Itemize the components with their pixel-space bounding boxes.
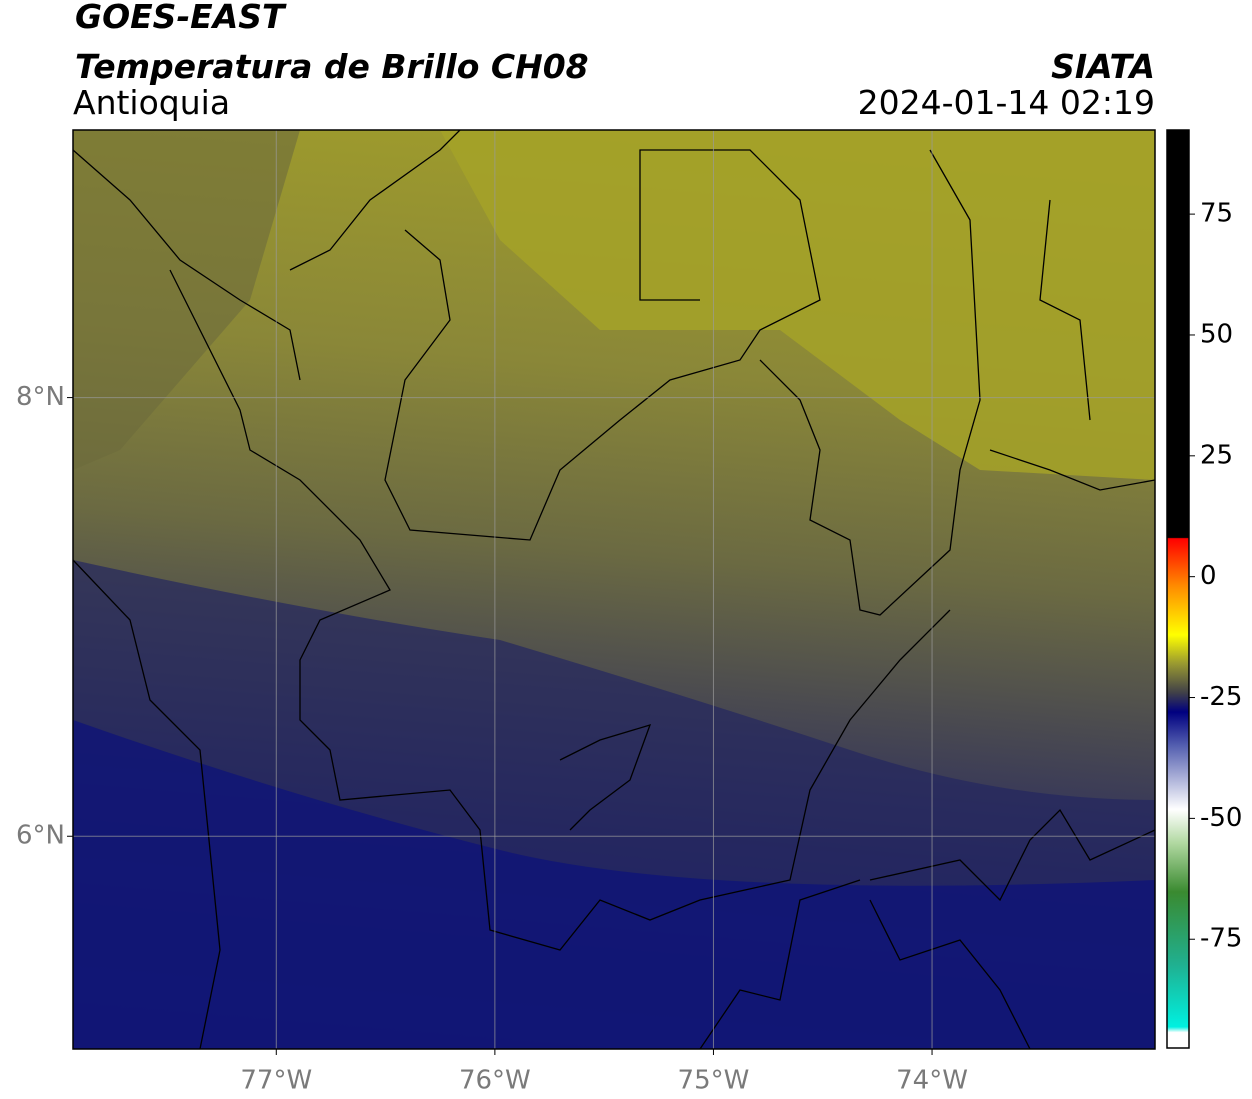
datetime: 2024-01-14 02:19: [858, 83, 1155, 122]
source: SIATA: [1051, 47, 1155, 86]
colorbar-tick-label: 50: [1200, 319, 1233, 349]
y-tick-label: 8°N: [16, 382, 65, 412]
colorbar-tick-label: -25: [1200, 682, 1242, 712]
colorbar-tick-label: -50: [1200, 803, 1242, 833]
colorbar-tick-label: 25: [1200, 440, 1233, 470]
colorbar-tick-label: 0: [1200, 561, 1217, 591]
x-tick-label: 77°W: [240, 1066, 312, 1096]
x-tick-label: 75°W: [678, 1066, 750, 1096]
map-frame: [72, 129, 1156, 1050]
map-image: [73, 130, 1155, 1049]
colorbar-tick-label: -75: [1200, 924, 1242, 954]
colorbar-tick-label: 75: [1200, 199, 1233, 229]
y-tick-label: 6°N: [16, 821, 65, 851]
x-tick-label: 76°W: [459, 1066, 531, 1096]
subtitle: Temperatura de Brillo CH08: [75, 47, 589, 86]
colorbar: [1166, 129, 1190, 1049]
map-grid: [73, 130, 1155, 1049]
title: GOES-EAST: [75, 0, 287, 36]
x-tick-label: 74°W: [896, 1066, 968, 1096]
region: Antioquia: [73, 83, 230, 122]
